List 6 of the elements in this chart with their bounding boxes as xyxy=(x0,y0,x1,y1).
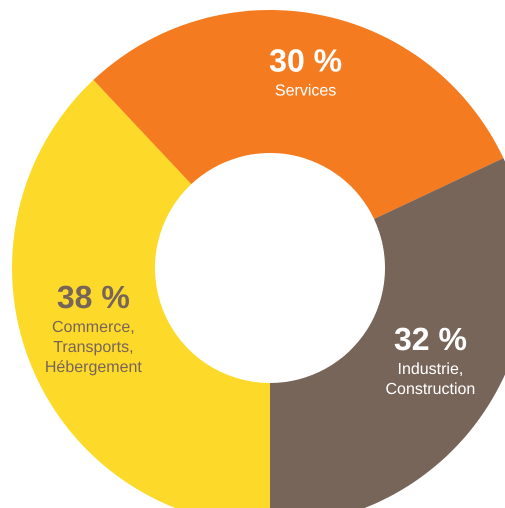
data-label: 30 % xyxy=(269,42,342,78)
slice-label: Services xyxy=(274,82,336,100)
slice-label: Commerce, Transports, Hébergement xyxy=(44,318,142,376)
data-label: 32 % xyxy=(394,320,467,357)
slice-label: Industrie, Construction xyxy=(386,360,476,398)
data-label: 38 % xyxy=(56,278,130,315)
